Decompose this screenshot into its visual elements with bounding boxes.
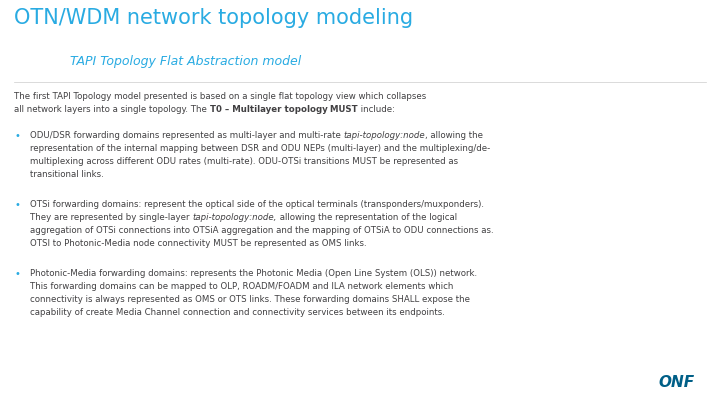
Text: This forwarding domains can be mapped to OLP, ROADM/FOADM and ILA network elemen: This forwarding domains can be mapped to… [30, 282, 454, 291]
Text: ONF: ONF [659, 375, 695, 390]
Text: ODU/DSR forwarding domains represented as multi-layer and multi-rate: ODU/DSR forwarding domains represented a… [30, 131, 343, 140]
Text: all network layers into a single topology. The: all network layers into a single topolog… [14, 105, 210, 114]
Text: multiplexing across different ODU rates (multi-rate). ODU-OTSi transitions MUST : multiplexing across different ODU rates … [30, 157, 458, 166]
Text: capability of create Media Channel connection and connectivity services between : capability of create Media Channel conne… [30, 308, 445, 317]
Text: transitional links.: transitional links. [30, 170, 104, 179]
Text: They are represented by single-layer: They are represented by single-layer [30, 213, 192, 222]
Text: allowing the representation of the logical: allowing the representation of the logic… [276, 213, 456, 222]
Text: OTSI to Photonic-Media node connectivity MUST be represented as OMS links.: OTSI to Photonic-Media node connectivity… [30, 239, 366, 248]
Text: MUST: MUST [328, 105, 358, 114]
Text: , allowing the: , allowing the [426, 131, 483, 140]
Text: TAPI Topology Flat Abstraction model: TAPI Topology Flat Abstraction model [70, 55, 301, 68]
Text: tapi-topology:node,: tapi-topology:node, [192, 213, 276, 222]
Text: •: • [14, 200, 20, 210]
Text: OTN/WDM network topology modeling: OTN/WDM network topology modeling [14, 8, 413, 28]
Text: aggregation of OTSi connections into OTSiA aggregation and the mapping of OTSiA : aggregation of OTSi connections into OTS… [30, 226, 494, 235]
Text: Photonic-Media forwarding domains: represents the Photonic Media (Open Line Syst: Photonic-Media forwarding domains: repre… [30, 269, 477, 278]
Text: T0 – Multilayer topology: T0 – Multilayer topology [210, 105, 328, 114]
Text: include:: include: [358, 105, 395, 114]
Text: •: • [14, 131, 20, 141]
Text: connectivity is always represented as OMS or OTS links. These forwarding domains: connectivity is always represented as OM… [30, 295, 470, 304]
Text: The first TAPI Topology model presented is based on a single flat topology view : The first TAPI Topology model presented … [14, 92, 426, 101]
Text: OTSi forwarding domains: represent the optical side of the optical terminals (tr: OTSi forwarding domains: represent the o… [30, 200, 484, 209]
Text: tapi-topology:node: tapi-topology:node [343, 131, 426, 140]
Text: •: • [14, 269, 20, 279]
Text: representation of the internal mapping between DSR and ODU NEPs (multi-layer) an: representation of the internal mapping b… [30, 144, 490, 153]
